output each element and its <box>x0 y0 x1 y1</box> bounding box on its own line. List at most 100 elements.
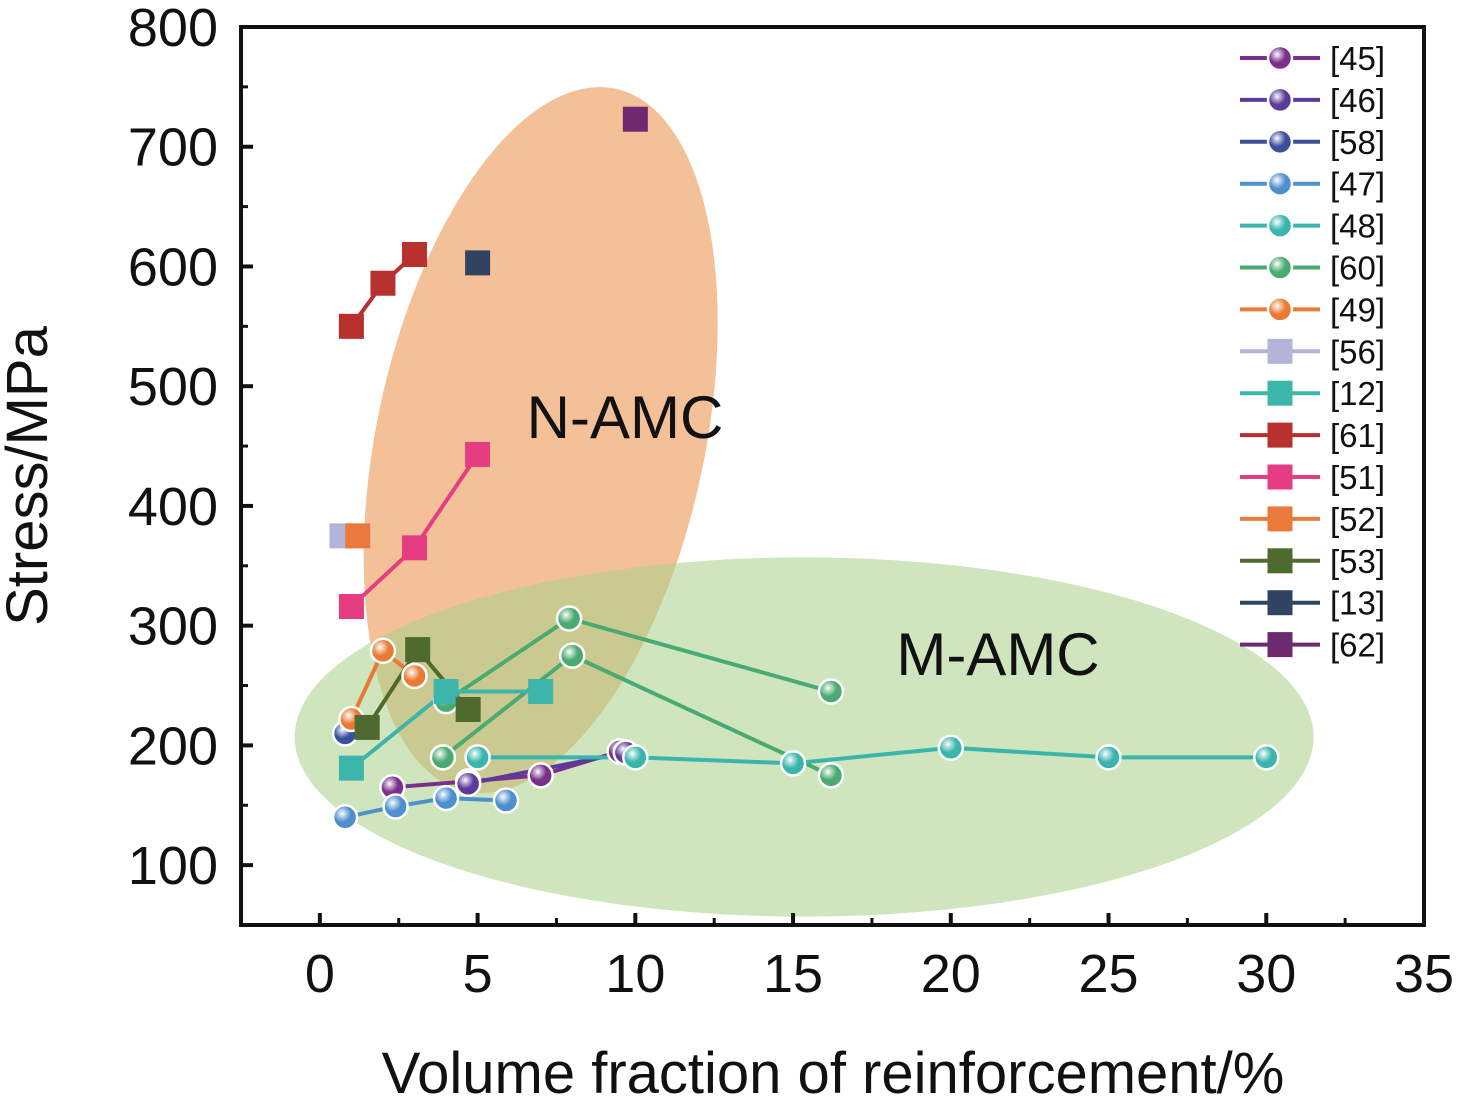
x-tick-label: 35 <box>1394 944 1454 1004</box>
region-m-amc <box>294 557 1314 917</box>
data-point-series-0 <box>527 762 554 789</box>
data-point-series-13 <box>465 250 491 276</box>
y-tick-label: 200 <box>128 716 218 776</box>
legend-item: [53] <box>1240 543 1385 580</box>
legend-marker <box>1267 506 1293 532</box>
legend-label: [56] <box>1330 333 1385 370</box>
data-point-series-5 <box>558 642 586 669</box>
y-tick-label: 800 <box>128 0 218 58</box>
y-tick-label: 300 <box>128 597 218 657</box>
data-point-series-4 <box>622 744 649 771</box>
legend-label: [13] <box>1330 585 1385 622</box>
legend-item: [12] <box>1240 375 1385 412</box>
legend-item: [62] <box>1240 627 1385 664</box>
data-point-series-0 <box>379 774 406 801</box>
legend-marker <box>1267 422 1293 448</box>
legend-label: [48] <box>1330 208 1385 245</box>
x-tick-label: 25 <box>1078 944 1138 1004</box>
legend-item: [48] <box>1240 208 1385 245</box>
data-point-series-4 <box>1253 744 1280 771</box>
data-point-series-9 <box>402 241 428 267</box>
legend-item: [56] <box>1240 333 1385 370</box>
data-point-series-9 <box>370 270 396 296</box>
region-label-m-amc: M-AMC <box>896 621 1099 688</box>
data-point-series-8 <box>433 679 459 705</box>
legend-label: [62] <box>1330 627 1385 664</box>
x-tick-label: 0 <box>305 944 335 1004</box>
series-markers-layer <box>329 106 1280 831</box>
y-tick-label: 100 <box>128 836 218 896</box>
legend: [45] [46] [58] [47] [48] [60] [49] [56] [12] [61]… <box>1240 40 1385 664</box>
legend-marker <box>1266 44 1294 72</box>
region-layer <box>294 87 1314 917</box>
x-tick-label: 15 <box>763 944 823 1004</box>
legend-marker <box>1266 296 1294 323</box>
data-point-series-10 <box>338 594 364 620</box>
legend-item: [46] <box>1240 82 1385 119</box>
plot-frame <box>239 25 1426 927</box>
x-tick-label: 10 <box>605 944 665 1004</box>
data-point-series-6 <box>401 662 428 690</box>
legend-marker <box>1266 212 1294 239</box>
legend-label: [12] <box>1330 375 1385 412</box>
x-tick-label: 5 <box>463 944 493 1004</box>
legend-marker <box>1266 254 1294 281</box>
legend-marker <box>1267 380 1293 406</box>
legend-item: [61] <box>1240 417 1385 454</box>
data-point-series-10 <box>465 441 491 467</box>
legend-marker <box>1266 128 1294 156</box>
data-point-series-4 <box>937 734 965 762</box>
legend-marker <box>1267 590 1293 616</box>
legend-label: [47] <box>1330 166 1385 203</box>
data-point-series-5 <box>555 605 583 632</box>
legend-label: [49] <box>1330 291 1385 328</box>
axis-ticks <box>239 25 1426 925</box>
legend-item: [58] <box>1240 124 1385 161</box>
data-point-series-1 <box>454 770 482 797</box>
y-tick-label: 500 <box>128 357 218 417</box>
data-point-series-5 <box>817 678 845 705</box>
legend-marker <box>1267 632 1293 658</box>
legend-item: [45] <box>1240 40 1385 77</box>
axis-tick-labels: 0 5 10 15 20 25 30 35 100 200 300 400 500 600 700 800 <box>128 0 1454 1004</box>
data-point-series-4 <box>779 750 807 777</box>
data-point-series-4 <box>464 744 491 771</box>
legend-label: [45] <box>1330 40 1385 77</box>
legend-label: [46] <box>1330 82 1385 119</box>
legend-item: [52] <box>1240 501 1385 538</box>
legend-marker <box>1266 170 1294 197</box>
data-point-series-6 <box>369 637 397 665</box>
legend-marker <box>1266 86 1294 114</box>
legend-item: [60] <box>1240 250 1385 287</box>
x-axis-title: Volume fraction of reinforcement/% <box>382 1041 1285 1097</box>
y-tick-label: 700 <box>128 118 218 178</box>
data-point-series-14 <box>622 106 648 132</box>
x-tick-label: 30 <box>1236 944 1296 1004</box>
legend-label: [60] <box>1330 250 1385 287</box>
y-tick-label: 600 <box>128 237 218 297</box>
legend-label: [61] <box>1330 417 1385 454</box>
legend-item: [47] <box>1240 166 1385 203</box>
legend-label: [52] <box>1330 501 1385 538</box>
data-point-series-11 <box>345 523 371 549</box>
legend-label: [51] <box>1330 459 1385 496</box>
data-point-series-3 <box>432 784 460 812</box>
data-point-series-10 <box>402 535 428 561</box>
data-point-series-8 <box>528 679 554 705</box>
data-point-series-5 <box>817 762 845 789</box>
legend-label: [53] <box>1330 543 1385 580</box>
data-point-series-3 <box>382 793 409 820</box>
data-point-series-4 <box>1095 744 1122 771</box>
y-axis-title: Stress/MPa <box>0 325 60 625</box>
data-point-series-9 <box>338 313 364 339</box>
data-point-series-12 <box>354 714 380 740</box>
legend-marker <box>1267 548 1293 574</box>
legend-item: [49] <box>1240 291 1385 328</box>
legend-label: [58] <box>1330 124 1385 161</box>
legend-marker <box>1267 338 1293 364</box>
legend-item: [51] <box>1240 459 1385 496</box>
data-point-series-5 <box>429 744 457 771</box>
data-point-series-3 <box>492 787 520 814</box>
data-point-series-12 <box>455 696 481 722</box>
